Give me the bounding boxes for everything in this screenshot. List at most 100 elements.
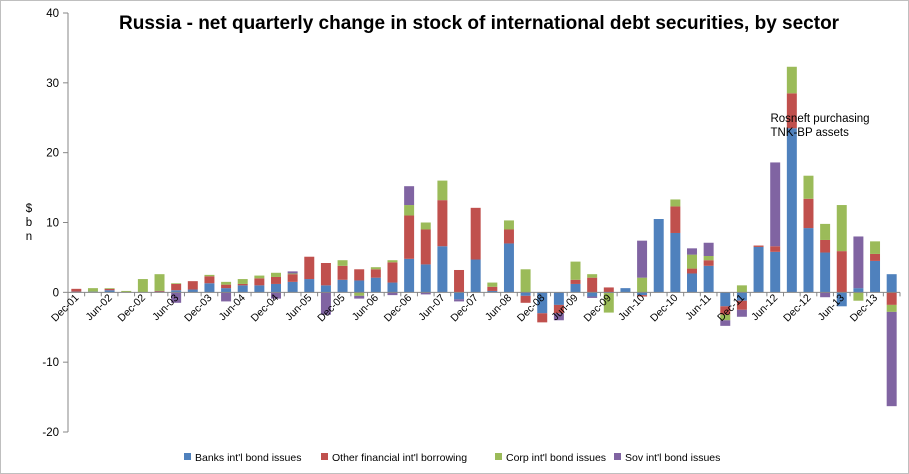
bar-segment — [320, 285, 331, 293]
bar-segment — [320, 263, 331, 286]
x-tick-label: Jun-10 — [616, 292, 647, 323]
bar-segment — [836, 251, 847, 293]
bar-segment — [503, 229, 514, 244]
bar-segment — [720, 320, 731, 326]
bar-segment — [803, 198, 814, 229]
bar-segment — [886, 292, 897, 305]
bar-segment — [271, 276, 281, 284]
bar-segment — [653, 219, 664, 293]
bar-segment — [104, 288, 115, 289]
x-tick-label: Jun-08 — [483, 292, 514, 323]
bar-segment — [637, 295, 648, 297]
bar-segment — [603, 287, 614, 293]
bar-segment — [337, 279, 348, 293]
bar-segment — [337, 265, 348, 280]
bar-segment — [836, 292, 847, 307]
bar-segment — [171, 283, 182, 291]
bar-segment — [287, 273, 298, 275]
bar-segment — [237, 285, 248, 293]
bar-segment — [187, 289, 198, 293]
bar-segment — [786, 93, 797, 129]
bar-segment — [154, 290, 165, 292]
x-tick-label: Jun-11 — [683, 292, 714, 323]
bar-segment — [204, 274, 215, 277]
bar-segment — [520, 295, 531, 303]
legend-swatch — [614, 453, 621, 460]
bar-segment — [354, 292, 365, 296]
bar-segment — [786, 128, 797, 293]
bar-segment — [354, 295, 365, 299]
bar-segment — [221, 292, 232, 302]
bar-segment — [287, 271, 298, 274]
y-tick-label: 30 — [46, 78, 59, 90]
bar-segment — [820, 252, 831, 293]
legend-swatch — [184, 453, 191, 460]
bar-segment — [437, 200, 448, 247]
bar-segment — [670, 232, 681, 293]
bar-segment — [587, 296, 598, 298]
bar-segment — [637, 240, 648, 278]
bar-segment — [271, 283, 281, 293]
bar-segment — [454, 299, 465, 302]
bar-segment — [370, 277, 381, 293]
bar-segment — [553, 304, 564, 314]
bar-segment — [587, 292, 598, 297]
legend-label: Banks int'l bond issues — [195, 452, 301, 464]
bar-segment — [570, 283, 581, 293]
bar-segment — [271, 272, 281, 277]
bar-segment — [587, 274, 598, 278]
y-axis-ticks: -20 -10 0 10 20 30 40 — [42, 8, 68, 439]
bar-segment — [320, 292, 331, 315]
bar-segment — [836, 205, 847, 252]
bar-segment — [470, 207, 481, 260]
bar-segment — [387, 292, 398, 296]
bar-segment — [770, 246, 781, 252]
bar-segment — [254, 278, 265, 286]
bars — [71, 66, 897, 407]
bar-segment — [603, 293, 614, 313]
legend-label: Other financial int'l borrowing — [332, 452, 467, 464]
bar-segment — [437, 246, 448, 293]
bar-segment — [237, 279, 248, 284]
bar-segment — [171, 283, 182, 284]
bar-segment — [104, 290, 115, 293]
annotation-text: TNK-BP assets — [770, 127, 849, 139]
bar-segment — [670, 199, 681, 207]
bar-segment — [703, 256, 714, 261]
bar-segment — [487, 286, 498, 291]
bar-segment — [736, 292, 747, 301]
bar-segment — [687, 273, 697, 293]
bar-segment — [387, 282, 398, 293]
bar-segment — [703, 260, 714, 266]
y-tick-label: 0 — [53, 287, 59, 299]
bar-segment — [420, 264, 431, 293]
bar-segment — [637, 292, 648, 296]
bar-segment — [853, 288, 864, 293]
bar-segment — [420, 229, 431, 265]
x-tick-label: Jun-07 — [416, 292, 447, 323]
annotation: Rosneft purchasing TNK-BP assets — [770, 113, 869, 139]
bar-segment — [853, 236, 864, 289]
bar-segment — [736, 285, 747, 293]
legend: Banks int'l bond issues Other financial i… — [184, 452, 720, 464]
bar-segment — [886, 274, 897, 293]
y-tick-label: 10 — [46, 218, 59, 230]
bar-segment — [370, 267, 381, 270]
bar-segment — [703, 265, 714, 293]
bar-segment — [287, 274, 298, 282]
x-tick-label: Dec-04 — [249, 292, 282, 325]
x-tick-label: Dec-03 — [182, 292, 215, 325]
bar-segment — [736, 300, 747, 310]
x-tick-label: Dec-12 — [781, 292, 814, 325]
bar-segment — [537, 292, 548, 314]
bar-segment — [553, 292, 564, 305]
bar-segment — [503, 220, 514, 230]
bar-segment — [404, 205, 415, 216]
bar-segment — [553, 313, 564, 321]
bar-segment — [387, 260, 398, 263]
bar-segment — [803, 228, 814, 293]
bar-segment — [487, 282, 498, 287]
bar-segment — [870, 253, 881, 261]
bar-segment — [287, 281, 298, 293]
bar-segment — [786, 66, 797, 94]
